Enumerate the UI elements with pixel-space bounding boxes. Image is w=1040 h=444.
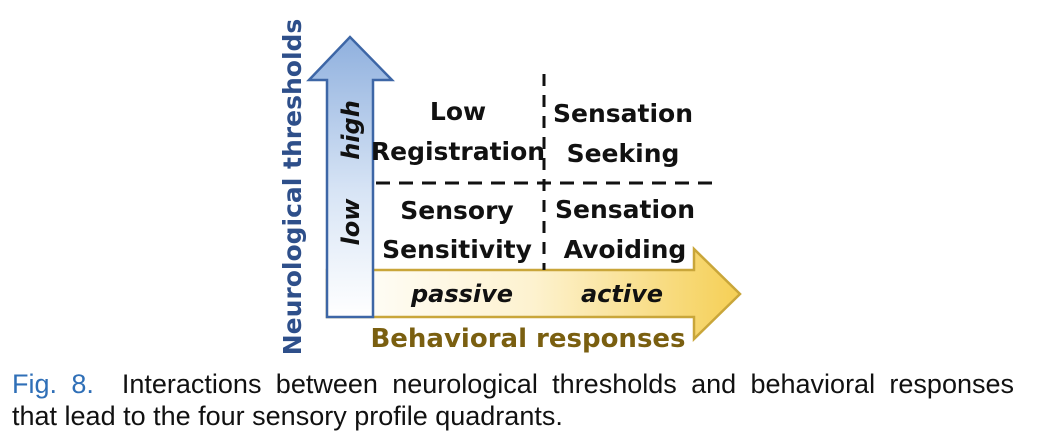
figure-caption: Fig. 8. Interactions between neurological… [12,368,1014,432]
y-level-high: high [337,100,365,160]
quadrant-top-left-line1: Low [430,97,486,126]
quadrant-top-right-line1: Sensation [553,99,693,128]
quadrant-top-right-line2: Seeking [567,139,680,168]
figure-label: Fig. 8. [12,369,94,399]
y-level-low: low [337,198,365,246]
x-axis-arrow [325,246,742,342]
caption-text: Interactions between neurological thresh… [12,369,1014,431]
x-level-active: active [581,280,663,308]
x-axis-title: Behavioral responses [370,324,685,354]
quadrant-top-left-line2: Registration [371,137,545,166]
quadrant-bottom-right-line2: Avoiding [564,235,687,264]
quadrant-bottom-left-line1: Sensory [400,196,513,225]
quadrant-bottom-left-line2: Sensitivity [382,235,532,264]
quadrant-bottom-right-line1: Sensation [555,195,695,224]
sensory-profile-diagram: Low Registration Sensation Seeking Senso… [278,19,742,356]
y-axis-arrow [306,35,395,319]
y-axis-title: Neurological thresholds [278,19,307,356]
x-level-passive: passive [410,280,513,308]
